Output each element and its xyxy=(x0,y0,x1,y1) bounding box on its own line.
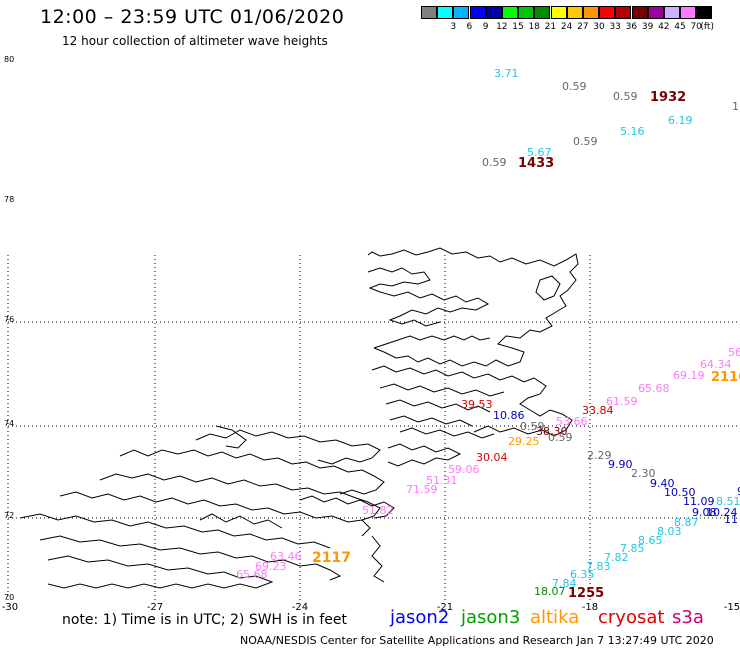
colorbar-tick: 9 xyxy=(482,22,489,32)
colorbar-swatch-12 xyxy=(615,6,632,19)
lat-label-80: 80 xyxy=(4,55,14,64)
lat-label-76: 76 xyxy=(4,315,14,324)
colorbar-swatch-1 xyxy=(437,6,454,19)
colorbar-tick: 45 xyxy=(674,22,686,32)
greenland-coastline xyxy=(19,247,579,589)
colorbar-tick: 6 xyxy=(466,22,473,32)
colorbar-tick: 24 xyxy=(560,22,573,32)
colorbar-tick: 27 xyxy=(577,22,589,32)
lon-label-21: -21 xyxy=(437,602,453,613)
colorbar-tick: 36 xyxy=(625,22,638,32)
lon-labels: -30 -27 -24 -21 -18 -15 xyxy=(2,602,740,613)
colorbar-tick: 70 xyxy=(690,22,702,32)
colorbar-swatch-2 xyxy=(453,6,470,19)
map-title: 12:00 – 23:59 UTC 01/06/2020 xyxy=(40,6,345,28)
colorbar-tick: 39 xyxy=(641,22,654,32)
lon-label-18: -18 xyxy=(582,602,598,613)
colorbar-tick: 18 xyxy=(528,22,540,32)
colorbar-swatch-8 xyxy=(550,6,567,19)
lat-label-72: 72 xyxy=(4,511,14,520)
colorbar-swatch-3 xyxy=(469,6,486,19)
colorbar-swatch-0 xyxy=(421,6,437,19)
graticule xyxy=(7,255,740,603)
colorbar-tick: 42 xyxy=(658,22,670,32)
colorbar-tick: 3 xyxy=(450,22,457,32)
lon-label-15: -15 xyxy=(724,602,740,613)
lat-label-70: 70 xyxy=(4,593,14,602)
colorbar-swatch-14 xyxy=(647,6,664,19)
colorbar-swatch-16 xyxy=(680,6,697,19)
lon-label-30: -30 xyxy=(2,602,18,613)
colorbar-tick: 33 xyxy=(609,22,621,32)
colorbar-swatch-7 xyxy=(534,6,551,19)
colorbar-swatch-11 xyxy=(599,6,616,19)
colorbar-swatch-6 xyxy=(518,6,535,19)
colorbar-swatch-9 xyxy=(566,6,583,19)
lat-label-74: 74 xyxy=(4,419,14,428)
colorbar-tick: 12 xyxy=(496,22,508,32)
colorbar-swatch-13 xyxy=(631,6,648,19)
lat-labels: 80 78 76 74 72 70 xyxy=(4,55,14,602)
colorbar-unit: (ft) xyxy=(700,22,714,32)
colorbar-swatch-5 xyxy=(502,6,518,19)
colorbar-tick: 21 xyxy=(544,22,557,32)
map-subtitle: 12 hour collection of altimeter wave hei… xyxy=(62,34,328,48)
lon-label-24: -24 xyxy=(292,602,308,613)
lon-label-27: -27 xyxy=(147,602,163,613)
colorbar-swatch-10 xyxy=(583,6,599,19)
colorbar-swatch-15 xyxy=(664,6,680,19)
colorbar-swatch-4 xyxy=(485,6,502,19)
colorbar-tick: 30 xyxy=(593,22,605,32)
colorbar-swatch-17 xyxy=(696,6,713,19)
colorbar-tick: 15 xyxy=(512,22,524,32)
lat-label-78: 78 xyxy=(4,195,14,204)
